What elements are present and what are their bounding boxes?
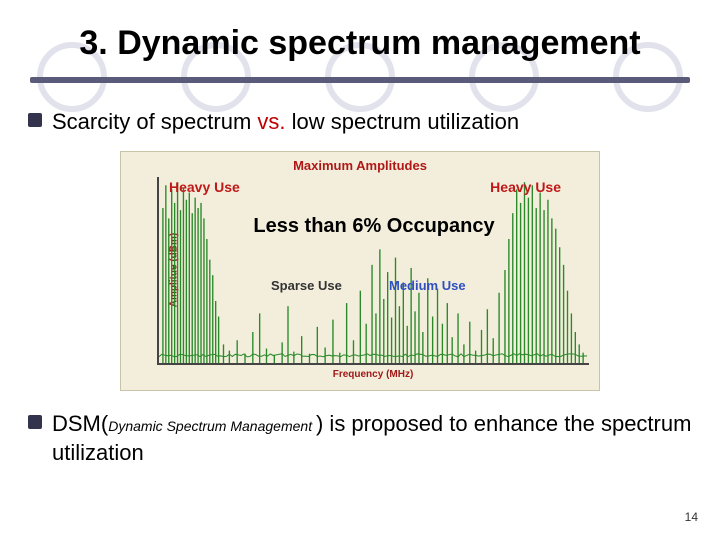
- slide: 3. Dynamic spectrum management Scarcity …: [0, 0, 720, 540]
- x-axis-label: Frequency (MHz): [157, 369, 589, 380]
- label-sparse-use: Sparse Use: [271, 278, 342, 293]
- title-divider: [30, 77, 690, 83]
- bullet-2-text: DSM(Dynamic Spectrum Management ) is pro…: [52, 409, 692, 468]
- chart-container: Maximum Amplitudes Amplitue (dBm) Heavy …: [28, 151, 692, 391]
- plot-area: Amplitue (dBm) Heavy Use Heavy Use Less …: [157, 177, 589, 365]
- bullet-icon: [28, 415, 42, 429]
- bullet-icon: [28, 113, 42, 127]
- chart-title: Maximum Amplitudes: [131, 158, 589, 173]
- spectrum-lines: [159, 177, 589, 363]
- label-heavy-use-left: Heavy Use: [169, 179, 240, 195]
- bullet-1-vs: vs.: [257, 109, 285, 134]
- bullet-2-sub: Dynamic Spectrum Management: [108, 418, 316, 434]
- spectrum-chart: Maximum Amplitudes Amplitue (dBm) Heavy …: [120, 151, 600, 391]
- bullet-1-text: Scarcity of spectrum vs. low spectrum ut…: [52, 107, 519, 137]
- label-occupancy: Less than 6% Occupancy: [253, 215, 494, 238]
- page-number: 14: [685, 510, 698, 524]
- bullet-2-dsm: DSM: [52, 411, 101, 436]
- bullet-2: DSM(Dynamic Spectrum Management ) is pro…: [28, 409, 692, 468]
- bullet-1-post: low spectrum utilization: [286, 109, 520, 134]
- bullet-1: Scarcity of spectrum vs. low spectrum ut…: [28, 107, 692, 137]
- slide-title: 3. Dynamic spectrum management: [28, 24, 692, 63]
- label-medium-use: Medium Use: [389, 278, 466, 293]
- label-heavy-use-right: Heavy Use: [490, 179, 561, 195]
- bullet-1-pre: Scarcity of spectrum: [52, 109, 257, 134]
